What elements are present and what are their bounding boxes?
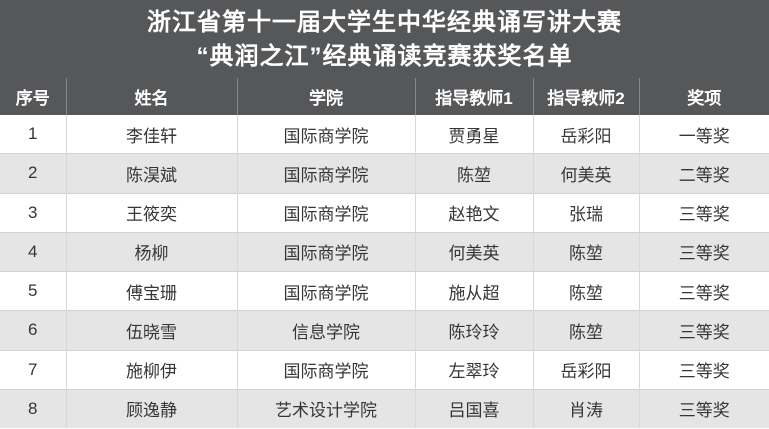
table-cell: 4 bbox=[0, 231, 66, 272]
table-cell: 陈堃 bbox=[532, 231, 639, 272]
table-cell: 王筱奕 bbox=[65, 192, 237, 233]
table-cell: 三等奖 bbox=[638, 388, 769, 428]
table-cell: 傅宝珊 bbox=[65, 270, 237, 311]
table-cell: 吕国喜 bbox=[414, 388, 533, 428]
table-row: 1 李佳轩 国际商学院 贾勇星 岳彩阳 一等奖 bbox=[0, 115, 769, 154]
table-cell: 2 bbox=[0, 153, 66, 193]
table-row: 4 杨柳 国际商学院 何美英 陈堃 三等奖 bbox=[0, 231, 769, 272]
column-header-advisor2: 指导教师2 bbox=[532, 78, 639, 115]
table-cell: 国际商学院 bbox=[236, 349, 415, 390]
title-line-1: 浙江省第十一届大学生中华经典诵写讲大赛 bbox=[147, 9, 622, 36]
table-row: 8 顾逸静 艺术设计学院 吕国喜 肖涛 三等奖 bbox=[0, 388, 769, 428]
table-cell: 施从超 bbox=[414, 270, 533, 311]
table-cell: 陈堃 bbox=[414, 153, 533, 193]
column-header-index: 序号 bbox=[0, 78, 66, 115]
table-cell: 贾勇星 bbox=[414, 115, 533, 154]
table-cell: 岳彩阳 bbox=[532, 349, 639, 390]
column-header-college: 学院 bbox=[236, 78, 415, 115]
table-cell: 信息学院 bbox=[236, 310, 415, 350]
table-row: 3 王筱奕 国际商学院 赵艳文 张瑞 三等奖 bbox=[0, 192, 769, 233]
table-cell: 伍晓雪 bbox=[65, 310, 237, 350]
table-cell: 陈玲玲 bbox=[414, 310, 533, 350]
table-cell: 5 bbox=[0, 270, 66, 311]
table-cell: 国际商学院 bbox=[236, 231, 415, 272]
table-cell: 张瑞 bbox=[532, 192, 639, 233]
table-cell: 8 bbox=[0, 388, 66, 428]
table-cell: 国际商学院 bbox=[236, 192, 415, 233]
table-cell: 陈堃 bbox=[532, 310, 639, 350]
table-cell: 艺术设计学院 bbox=[236, 388, 415, 428]
table-cell: 李佳轩 bbox=[65, 115, 237, 154]
table-row: 5 傅宝珊 国际商学院 施从超 陈堃 三等奖 bbox=[0, 270, 769, 311]
table-cell: 岳彩阳 bbox=[532, 115, 639, 154]
title-line-2: “典润之江”经典诵读竞赛获奖名单 bbox=[196, 43, 573, 70]
table-cell: 1 bbox=[0, 115, 66, 154]
table-cell: 6 bbox=[0, 310, 66, 350]
table-header-row: 序号 姓名 学院 指导教师1 指导教师2 奖项 bbox=[0, 78, 769, 115]
table-row: 2 陈淏斌 国际商学院 陈堃 何美英 二等奖 bbox=[0, 153, 769, 193]
table-cell: 左翠玲 bbox=[414, 349, 533, 390]
table-cell: 施柳伊 bbox=[65, 349, 237, 390]
table-cell: 赵艳文 bbox=[414, 192, 533, 233]
column-header-advisor1: 指导教师1 bbox=[414, 78, 533, 115]
column-header-name: 姓名 bbox=[65, 78, 237, 115]
table-cell: 3 bbox=[0, 192, 66, 233]
table-cell: 何美英 bbox=[414, 231, 533, 272]
table-row: 6 伍晓雪 信息学院 陈玲玲 陈堃 三等奖 bbox=[0, 310, 769, 350]
table-cell: 国际商学院 bbox=[236, 270, 415, 311]
table-row: 7 施柳伊 国际商学院 左翠玲 岳彩阳 三等奖 bbox=[0, 349, 769, 390]
table-cell: 三等奖 bbox=[638, 310, 769, 350]
table-cell: 三等奖 bbox=[638, 192, 769, 233]
table-cell: 肖涛 bbox=[532, 388, 639, 428]
award-table: 序号 姓名 学院 指导教师1 指导教师2 奖项 1 李佳轩 国际商学院 贾勇星 岳彩阳一… bbox=[0, 78, 769, 428]
table-cell: 陈淏斌 bbox=[65, 153, 237, 193]
table-cell: 7 bbox=[0, 349, 66, 390]
table-cell: 陈堃 bbox=[532, 270, 639, 311]
table-cell: 何美英 bbox=[532, 153, 639, 193]
table-cell: 顾逸静 bbox=[65, 388, 237, 428]
table-cell: 二等奖 bbox=[638, 153, 769, 193]
column-header-award: 奖项 bbox=[638, 78, 769, 115]
table-cell: 三等奖 bbox=[638, 349, 769, 390]
table-body: 1 李佳轩 国际商学院 贾勇星 岳彩阳 一等奖 2 陈淏斌 国际商学院 陈堃 何美英 二等奖 3 王筱奕国… bbox=[0, 115, 769, 428]
table-cell: 国际商学院 bbox=[236, 115, 415, 154]
table-cell: 一等奖 bbox=[638, 115, 769, 154]
page-title: 浙江省第十一届大学生中华经典诵写讲大赛 “典润之江”经典诵读竞赛获奖名单 bbox=[0, 0, 769, 78]
table-cell: 杨柳 bbox=[65, 231, 237, 272]
table-cell: 国际商学院 bbox=[236, 153, 415, 193]
table-cell: 三等奖 bbox=[638, 270, 769, 311]
table-cell: 三等奖 bbox=[638, 231, 769, 272]
